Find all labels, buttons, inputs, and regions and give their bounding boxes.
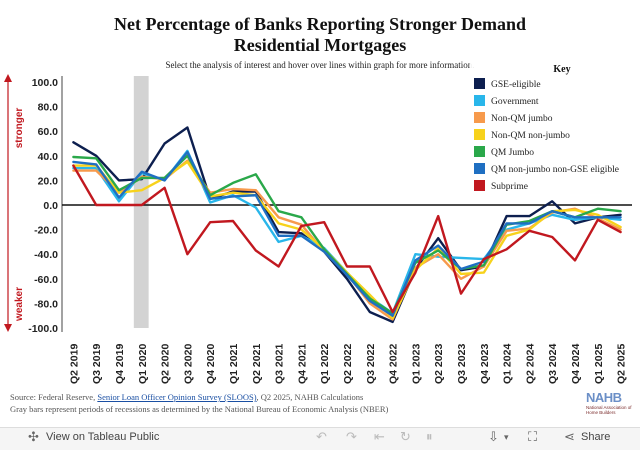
view-on-tableau-link[interactable]: View on Tableau Public: [46, 431, 160, 443]
y-tick-label: -20.0: [34, 225, 58, 237]
logo-text: NAHB: [586, 390, 622, 405]
revert-icon[interactable]: ⇤: [374, 430, 385, 445]
series-line[interactable]: [72, 126, 622, 324]
y-tick-label: 100.0: [32, 77, 58, 89]
arrow-up-icon: [4, 74, 12, 82]
nahb-logo[interactable]: NAHB National Association of Home Builde…: [586, 390, 634, 424]
redo-icon[interactable]: ↷: [346, 430, 357, 445]
line-chart[interactable]: 100.0 80.0 60.0 40.0 20.0 0.0 -20.0 -40.0 -60.0 -…: [0, 0, 640, 390]
legend-label[interactable]: QM non-jumbo non-GSE eligible: [491, 165, 619, 175]
x-tick-label: Q1 2022: [319, 344, 331, 384]
legend-swatch[interactable]: [474, 163, 485, 174]
y-tick-label: 60.0: [38, 126, 59, 138]
x-tick-label: Q3 2024: [547, 344, 559, 384]
fullscreen-icon[interactable]: ⛶: [528, 430, 538, 445]
undo-icon[interactable]: ↶: [316, 430, 327, 445]
x-tick-label: Q2 2022: [342, 344, 354, 384]
chart-subtitle: Select the analysis of interest and hove…: [165, 60, 475, 70]
logo-subtext: National Association of Home Builders: [586, 405, 632, 415]
x-tick-label: Q4 2022: [388, 344, 400, 384]
x-tick-label: Q2 2023: [433, 344, 445, 384]
x-tick-label: Q4 2021: [296, 344, 308, 384]
weaker-label: weaker: [14, 287, 25, 322]
recession-note: Gray bars represent periods of recession…: [10, 404, 389, 414]
legend-label[interactable]: Non-QM jumbo: [491, 114, 553, 124]
x-tick-label: Q3 2022: [365, 344, 377, 384]
title-line-1: Net Percentage of Banks Reporting Strong…: [114, 14, 526, 34]
x-tick-label: Q1 2024: [502, 344, 514, 384]
y-tick-label: 40.0: [38, 151, 59, 163]
x-tick-label: Q3 2019: [91, 344, 103, 384]
x-tick-label: Q2 2020: [160, 344, 172, 384]
tableau-icon: ✣: [28, 430, 39, 445]
legend-swatch[interactable]: [474, 129, 485, 140]
arrow-down-icon: [4, 324, 12, 332]
legend-label[interactable]: Government: [491, 97, 539, 107]
x-tick-label: Q1 2023: [410, 344, 422, 384]
legend-swatch[interactable]: [474, 112, 485, 123]
y-tick-label: -40.0: [34, 249, 58, 261]
legend-swatch[interactable]: [474, 78, 485, 89]
x-tick-label: Q3 2021: [274, 344, 286, 384]
source-prefix: Source: Federal Reserve,: [10, 392, 98, 402]
legend-swatch[interactable]: [474, 146, 485, 157]
x-tick-label: Q2 2019: [68, 344, 80, 384]
stronger-label: stronger: [14, 108, 25, 149]
source-suffix: , Q2 2025, NAHB Calculations: [256, 392, 364, 402]
legend-label[interactable]: GSE-eligible: [491, 80, 541, 90]
refresh-icon[interactable]: ↻: [400, 430, 411, 445]
x-tick-label: Q4 2023: [479, 344, 491, 384]
x-tick-label: Q1 2020: [137, 344, 149, 384]
chevron-down-icon[interactable]: ▾: [504, 433, 509, 443]
chart-title: Net Percentage of Banks Reporting Strong…: [0, 14, 640, 56]
title-line-2: Residential Mortgages: [233, 35, 407, 55]
x-tick-label: Q3 2023: [456, 344, 468, 384]
legend-label[interactable]: QM Jumbo: [491, 148, 534, 158]
recession-band: [133, 76, 149, 328]
x-tick-label: Q1 2025: [593, 344, 605, 384]
download-icon[interactable]: ⇩: [488, 430, 499, 445]
x-tick-label: Q2 2025: [616, 344, 628, 384]
legend-label[interactable]: Subprime: [491, 182, 528, 192]
y-tick-label: 80.0: [38, 102, 59, 114]
x-tick-label: Q2 2021: [251, 344, 263, 384]
legend-label[interactable]: Non-QM non-jumbo: [491, 131, 570, 141]
share-icon[interactable]: ⋖: [564, 430, 575, 445]
y-tick-label: -80.0: [34, 298, 58, 310]
y-tick-label: 0.0: [43, 200, 58, 212]
x-tick-label: Q3 2020: [182, 344, 194, 384]
y-tick-label: -60.0: [34, 274, 58, 286]
x-tick-label: Q4 2020: [205, 344, 217, 384]
series-line[interactable]: [72, 164, 622, 314]
legend-swatch[interactable]: [474, 180, 485, 191]
x-tick-label: Q4 2024: [570, 344, 582, 384]
pause-icon[interactable]: ⏸: [426, 430, 433, 445]
x-tick-label: Q2 2024: [524, 344, 536, 384]
legend-swatch[interactable]: [474, 95, 485, 106]
y-tick-label: -100.0: [28, 323, 58, 335]
source-note: Source: Federal Reserve, Senior Loan Off…: [10, 392, 363, 402]
series-line[interactable]: [72, 150, 622, 317]
x-tick-label: Q1 2021: [228, 344, 240, 384]
y-tick-label: 20.0: [38, 175, 59, 187]
x-tick-label: Q4 2019: [114, 344, 126, 384]
share-button[interactable]: Share: [581, 431, 611, 443]
sloos-link[interactable]: Senior Loan Officer Opinion Survey (SLOO…: [97, 392, 257, 402]
legend-title: Key: [553, 64, 570, 75]
legend-box: [470, 60, 636, 196]
tableau-toolbar: ✣ View on Tableau Public ↶ ↷ ⇤ ↻ ⏸ ⇩ ▾ ⛶…: [0, 427, 640, 450]
